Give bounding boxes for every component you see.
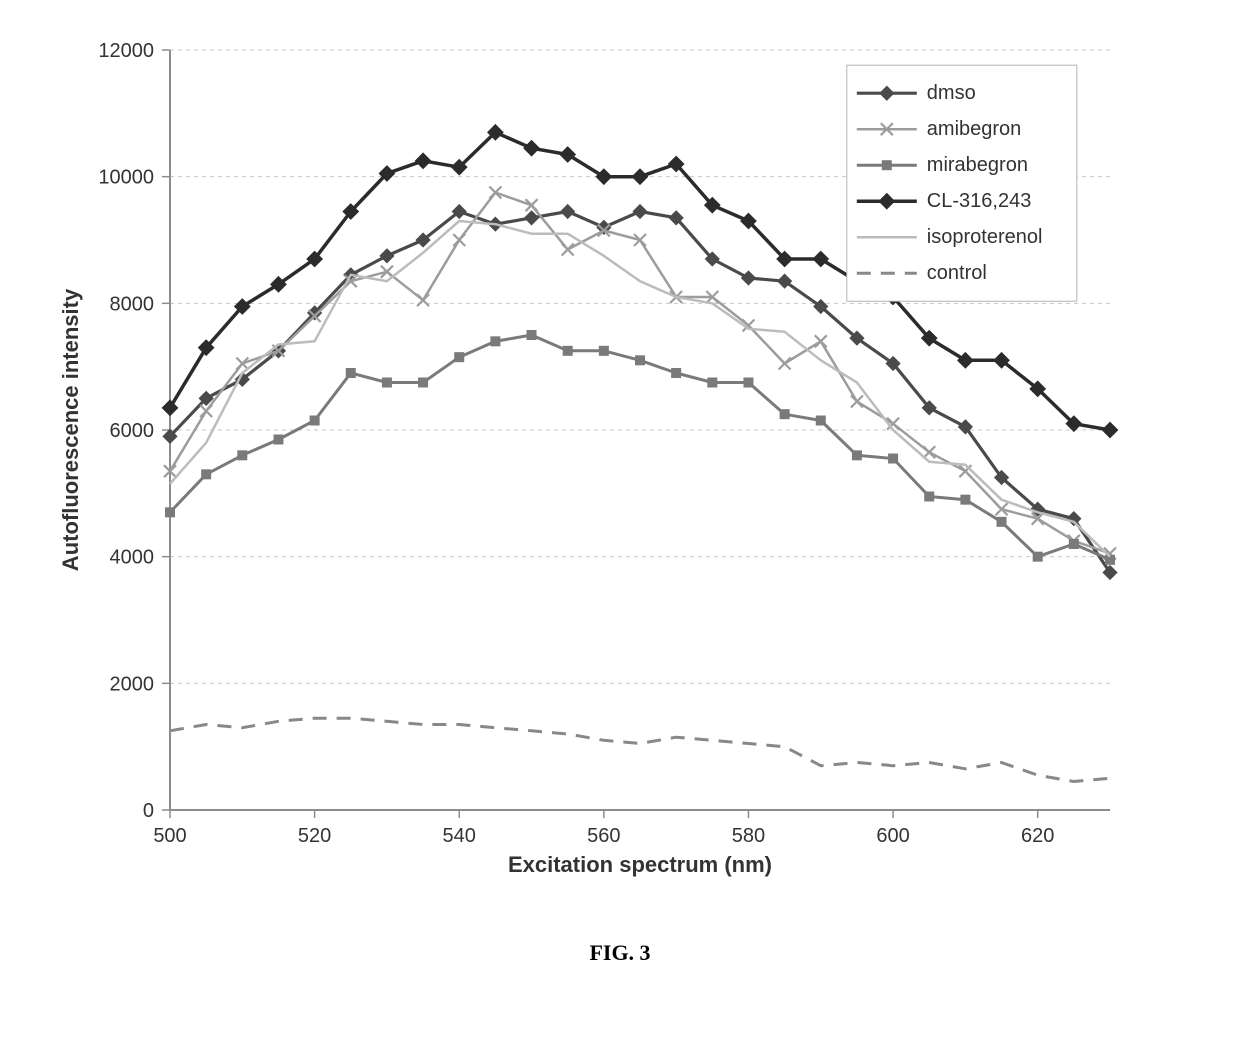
svg-text:CL-316,243: CL-316,243	[927, 190, 1032, 212]
svg-text:6000: 6000	[110, 420, 155, 442]
svg-text:0: 0	[143, 800, 154, 822]
svg-text:isoproterenol: isoproterenol	[927, 226, 1043, 248]
svg-text:dmso: dmso	[927, 82, 976, 104]
svg-text:560: 560	[587, 825, 620, 847]
svg-text:500: 500	[153, 825, 186, 847]
svg-text:Excitation spectrum (nm): Excitation spectrum (nm)	[508, 852, 772, 877]
svg-text:Autofluorescence intensity: Autofluorescence intensity	[58, 288, 83, 571]
svg-text:2000: 2000	[110, 673, 155, 695]
svg-text:8000: 8000	[110, 293, 155, 315]
svg-text:540: 540	[443, 825, 476, 847]
legend: dmso amibegron mirabegron CL-316,243 isoprot…	[847, 65, 1077, 301]
svg-text:12000: 12000	[98, 40, 154, 62]
svg-text:520: 520	[298, 825, 331, 847]
svg-text:580: 580	[732, 825, 765, 847]
svg-text:600: 600	[876, 825, 909, 847]
svg-text:10000: 10000	[98, 167, 154, 189]
fluorescence-chart: 0 2000 4000 6000 8000 10000 12000 500 520 540 560 5…	[40, 20, 1160, 880]
svg-text:4000: 4000	[110, 547, 155, 569]
svg-text:mirabegron: mirabegron	[927, 154, 1028, 176]
svg-text:620: 620	[1021, 825, 1054, 847]
svg-text:amibegron: amibegron	[927, 118, 1022, 140]
svg-text:control: control	[927, 262, 987, 284]
figure-caption: FIG. 3	[0, 940, 1240, 966]
